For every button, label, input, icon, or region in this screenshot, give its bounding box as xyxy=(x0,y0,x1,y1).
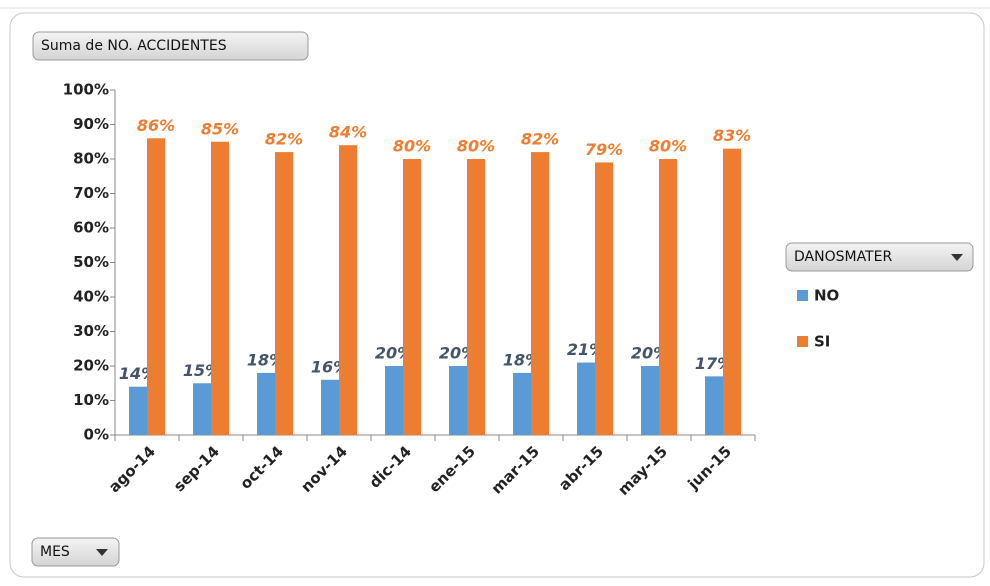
bar xyxy=(147,138,165,436)
button-box xyxy=(31,537,120,567)
y-tick-label: 20% xyxy=(73,357,109,375)
bar xyxy=(339,145,357,435)
data-label: 83% xyxy=(713,126,751,145)
data-label: 80% xyxy=(649,137,687,156)
y-tick-label: 30% xyxy=(73,322,109,340)
bar xyxy=(321,379,339,435)
bar xyxy=(385,366,403,435)
bar xyxy=(705,376,723,435)
y-tick-label: 40% xyxy=(73,288,109,306)
y-tick-label: 60% xyxy=(73,219,109,237)
data-label: 82% xyxy=(265,130,303,149)
bar xyxy=(193,383,211,435)
y-tick-label: 100% xyxy=(63,81,109,99)
data-label: 84% xyxy=(329,123,367,142)
button-label: MES xyxy=(40,544,70,560)
bar xyxy=(211,141,229,435)
data-label: 85% xyxy=(201,119,239,138)
button-label: Suma de NO. ACCIDENTES xyxy=(41,38,227,54)
bar xyxy=(467,159,485,435)
y-tick-label: 70% xyxy=(73,184,109,202)
dropdown-arrow xyxy=(951,254,963,261)
data-label: 80% xyxy=(393,137,431,156)
y-tick-label: 90% xyxy=(73,115,109,133)
bar xyxy=(257,372,275,435)
bar xyxy=(577,362,595,435)
y-tick-label: 0% xyxy=(84,426,109,444)
value-field-button[interactable]: Suma de NO. ACCIDENTES xyxy=(32,31,309,61)
bar xyxy=(531,152,549,435)
bar xyxy=(129,386,147,435)
data-label: 82% xyxy=(521,130,559,149)
bar xyxy=(723,148,741,435)
axis-field-button[interactable]: MES xyxy=(31,537,120,567)
data-label: 86% xyxy=(137,116,175,135)
bar xyxy=(659,159,677,435)
bar xyxy=(641,366,659,435)
data-label: 79% xyxy=(585,140,623,159)
legend-label: SI xyxy=(814,333,830,351)
dropdown-arrow xyxy=(96,549,108,556)
legend-field-button[interactable]: DANOSMATER xyxy=(785,242,974,272)
button-box xyxy=(32,31,309,61)
legend-swatch xyxy=(797,290,808,301)
data-label: 80% xyxy=(457,137,495,156)
bar xyxy=(513,372,531,435)
bar xyxy=(403,159,421,435)
button-label: DANOSMATER xyxy=(794,249,892,265)
bar xyxy=(595,162,613,435)
legend-label: NO xyxy=(814,287,839,305)
y-tick-label: 10% xyxy=(73,391,109,409)
bar xyxy=(275,152,293,435)
y-tick-label: 50% xyxy=(73,253,109,271)
y-tick-label: 80% xyxy=(73,150,109,168)
bar xyxy=(449,366,467,435)
button-box xyxy=(785,242,974,272)
legend-swatch xyxy=(797,336,808,347)
